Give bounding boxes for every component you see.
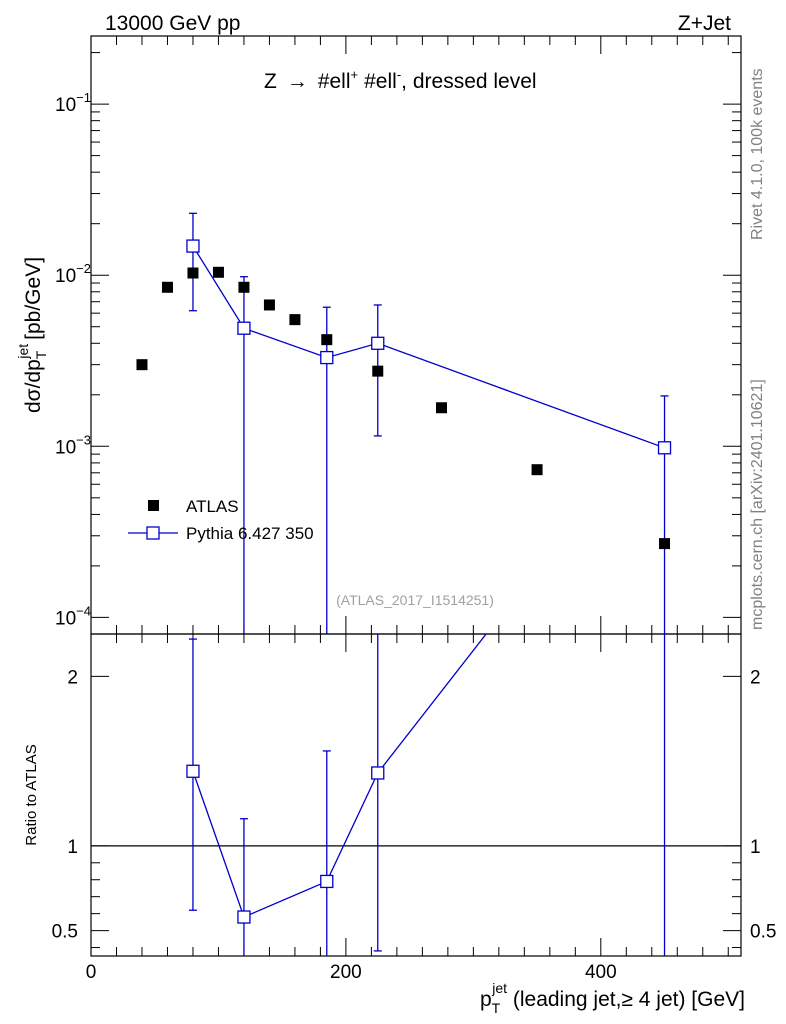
ylabel-sup: jet: [15, 344, 31, 360]
ratio-y-tick-label-right: 2: [750, 667, 761, 688]
plot-title: Z → #ell+ #ell-, dressed level: [264, 67, 537, 93]
legend-pythia-marker: [146, 526, 160, 540]
title-ell1: #ell: [318, 70, 351, 93]
ratio-y-tick-labels: 0.5 0.5 1 1 2 2: [52, 667, 777, 942]
atlas-point: [435, 402, 447, 414]
xlabel-sup: jet: [491, 980, 507, 996]
tick-exponent: −4: [76, 603, 91, 618]
pythia-point: [186, 239, 200, 253]
legend-atlas-label: ATLAS: [186, 497, 239, 516]
ratio-series: [186, 634, 666, 956]
main-y-axis-label: dσ/dpTjet [pb/GeV]: [15, 257, 49, 413]
main-y-tick-labels: 10−110−210−310−4: [55, 90, 91, 629]
ratio-panel: 0.5 0.5 1 1 2 2 0 200 400 Ratio to ATLAS: [23, 633, 777, 983]
legend: ATLAS Pythia 6.427 350: [128, 497, 314, 543]
analysis-label: (ATLAS_2017_I1514251): [336, 592, 494, 608]
ratio-line: [192, 634, 487, 918]
ratio-point: [371, 766, 385, 780]
atlas-point: [321, 334, 333, 346]
tick-exponent: −3: [76, 432, 91, 447]
legend-pythia-label: Pythia 6.427 350: [186, 524, 314, 543]
header-left: 13000 GeV pp: [105, 12, 240, 35]
main-panel: 10−110−210−310−4 dσ/dpTjet[pb/GeV] Z → #el…: [15, 35, 742, 635]
ratio-y-tick-label: 1: [67, 837, 78, 858]
xlabel-rest: (leading jet,≥ 4 jet) [GeV]: [507, 988, 745, 1011]
xlabel-p: p: [480, 988, 492, 1011]
rivet-label: Rivet 4.1.0, 100k events: [749, 68, 766, 240]
title-arrow: →: [287, 70, 308, 93]
ylabel-sub: T: [33, 350, 49, 359]
main-y-tick-label: 10−4: [55, 603, 91, 629]
tick-base: 10: [55, 437, 76, 458]
ratio-point: [320, 874, 334, 889]
atlas-point: [531, 464, 543, 476]
title-z: Z: [264, 70, 277, 93]
tick-exponent: −1: [76, 90, 91, 105]
atlas-point: [212, 266, 224, 278]
x-tick-labels: 0 200 400: [86, 962, 617, 983]
main-frame: [90, 35, 742, 635]
x-axis-label: pTjet (leading jet,≥ 4 jet) [GeV]: [480, 980, 745, 1016]
ratio-point: [186, 764, 200, 778]
main-ticks: [90, 36, 741, 634]
main-y-tick-label: 10−1: [55, 90, 91, 116]
pythia-point: [237, 321, 251, 335]
atlas-point: [289, 314, 301, 326]
ratio-y-axis-label: Ratio to ATLAS: [23, 744, 40, 845]
ratio-y-tick-label: 2: [67, 667, 78, 688]
atlas-point: [136, 359, 148, 371]
title-ell2: #ell: [364, 70, 397, 93]
legend-atlas-marker: [148, 500, 159, 511]
tick-exponent: −2: [76, 261, 91, 276]
title-sup1: +: [351, 67, 359, 82]
tick-base: 10: [55, 95, 76, 116]
main-y-tick-label: 10−3: [55, 432, 91, 458]
atlas-point: [161, 281, 173, 293]
mcplots-label: mcplots.cern.ch [arXiv:2401.10621]: [749, 379, 766, 630]
ratio-y-tick-label-right: 0.5: [750, 922, 776, 943]
x-tick-label: 200: [330, 962, 362, 983]
tick-base: 10: [55, 608, 76, 629]
ratio-y-tick-label: 0.5: [52, 922, 78, 943]
pythia-point: [320, 350, 334, 365]
title-tail: , dressed level: [401, 70, 536, 93]
atlas-point: [238, 281, 250, 293]
title-sup2: -: [397, 67, 401, 82]
pythia-line: [192, 245, 665, 449]
tick-base: 10: [55, 266, 76, 287]
atlas-point: [659, 538, 671, 550]
ratio-frame: [90, 633, 742, 957]
header-right: Z+Jet: [678, 12, 731, 35]
ylabel-units: [pb/GeV]: [22, 257, 45, 340]
atlas-point: [263, 299, 275, 311]
atlas-point: [187, 267, 199, 279]
x-tick-label: 400: [585, 962, 617, 983]
pythia-point: [657, 441, 672, 455]
pythia-point: [371, 336, 385, 350]
ratio-y-tick-label-right: 1: [750, 837, 761, 858]
main-series: [136, 212, 672, 634]
x-tick-label: 0: [86, 962, 97, 983]
main-y-tick-label: 10−2: [55, 261, 91, 287]
ratio-point: [237, 910, 251, 924]
xlabel-sub: T: [492, 1000, 501, 1016]
ratio-ticks: [90, 634, 741, 956]
ylabel-main: dσ/dp: [22, 359, 45, 413]
atlas-point: [372, 365, 384, 377]
